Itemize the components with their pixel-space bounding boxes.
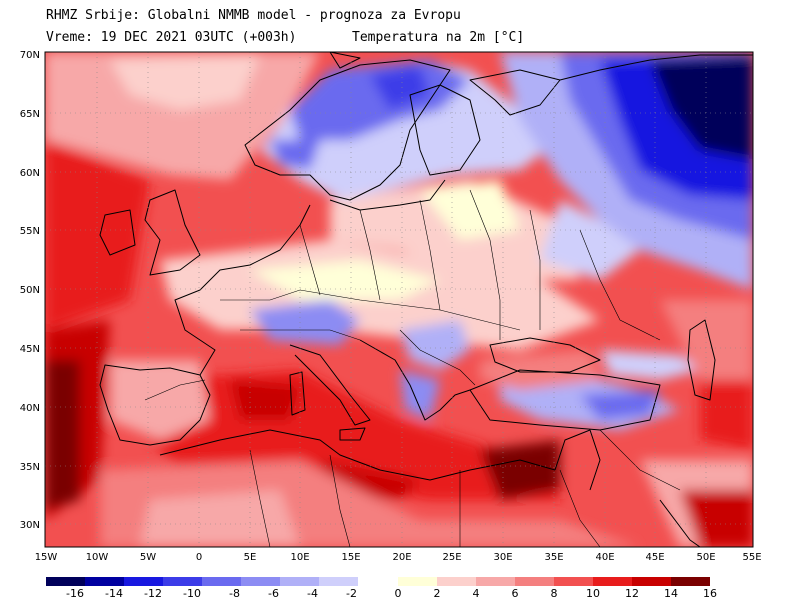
- lon-label: 55E: [742, 552, 761, 563]
- colorbar-label: 16: [703, 587, 717, 600]
- coastlines: [99, 52, 753, 547]
- colorbar-swatch: [554, 577, 593, 586]
- colorbar-swatch: [632, 577, 671, 586]
- temperature-field: [45, 52, 753, 547]
- colorbar-swatch: [124, 577, 163, 586]
- lon-label: 10E: [290, 552, 309, 563]
- lon-label: 50E: [696, 552, 715, 563]
- colorbar-swatch: [46, 577, 85, 586]
- colorbar-swatch: [476, 577, 515, 586]
- lon-label: 40E: [595, 552, 614, 563]
- colorbar-label: 10: [586, 587, 600, 600]
- lon-label: 35E: [544, 552, 563, 563]
- colorbar-swatch: [163, 577, 202, 586]
- lon-label: 0: [196, 552, 202, 563]
- lat-label: 45N: [20, 344, 40, 355]
- colorbar-swatch: [202, 577, 241, 586]
- colorbar-swatch: [241, 577, 280, 586]
- graticule: [45, 52, 753, 547]
- colorbar-label: -16: [66, 587, 84, 600]
- lon-label: 5E: [244, 552, 257, 563]
- colorbar-label: 4: [473, 587, 480, 600]
- colorbar-swatch: [437, 577, 476, 586]
- lat-label: 55N: [20, 226, 40, 237]
- lon-label: 15E: [341, 552, 360, 563]
- colorbar-label: -10: [183, 587, 201, 600]
- colorbar-swatch: [671, 577, 710, 586]
- lat-label: 40N: [20, 403, 40, 414]
- lat-label: 35N: [20, 462, 40, 473]
- colorbar-label: -8: [229, 587, 240, 600]
- colorbar-swatch: [515, 577, 554, 586]
- lon-label: 10W: [86, 552, 109, 563]
- colorbar-label: 8: [551, 587, 558, 600]
- colorbar-label: -4: [307, 587, 318, 600]
- colorbar-label: 6: [512, 587, 519, 600]
- colorbar-swatch: [593, 577, 632, 586]
- map-title: RHMZ Srbije: Globalni NMMB model - progn…: [46, 8, 461, 23]
- colorbar-swatch: [319, 577, 358, 586]
- colorbar: -16 -14 -12 -10 -8 -6 -4 -2 0 2 4 6 8 10 12 14 16: [46, 577, 717, 600]
- lat-label: 65N: [20, 109, 40, 120]
- latitude-labels: 70N 65N 60N 55N 50N 45N 40N 35N 30N: [20, 50, 40, 531]
- lat-label: 50N: [20, 285, 40, 296]
- colorbar-swatch: [280, 577, 319, 586]
- lon-label: 15W: [35, 552, 58, 563]
- colorbar-swatch: [85, 577, 124, 586]
- lon-label: 20E: [392, 552, 411, 563]
- colorbar-label: -6: [268, 587, 279, 600]
- lon-label: 45E: [645, 552, 664, 563]
- lon-label: 25E: [442, 552, 461, 563]
- lat-label: 30N: [20, 520, 40, 531]
- lat-label: 60N: [20, 168, 40, 179]
- variable-label: Temperatura na 2m [°C]: [352, 30, 525, 45]
- borders: [144, 189, 681, 547]
- colorbar-label: -12: [144, 587, 162, 600]
- colorbar-label: 12: [625, 587, 639, 600]
- colorbar-label: -14: [105, 587, 123, 600]
- map-frame: [44, 51, 754, 548]
- lon-label: 5W: [140, 552, 156, 563]
- colorbar-label: 0: [395, 587, 402, 600]
- colorbar-label: 2: [434, 587, 441, 600]
- colorbar-label: 14: [664, 587, 678, 600]
- longitude-labels: 15W 10W 5W 0 5E 10E 15E 20E 25E 30E 35E …: [35, 552, 762, 563]
- lat-label: 70N: [20, 50, 40, 61]
- forecast-time: Vreme: 19 DEC 2021 03UTC (+003h): [46, 30, 297, 45]
- lon-label: 30E: [493, 552, 512, 563]
- colorbar-swatch: [398, 577, 437, 586]
- colorbar-label: -2: [346, 587, 357, 600]
